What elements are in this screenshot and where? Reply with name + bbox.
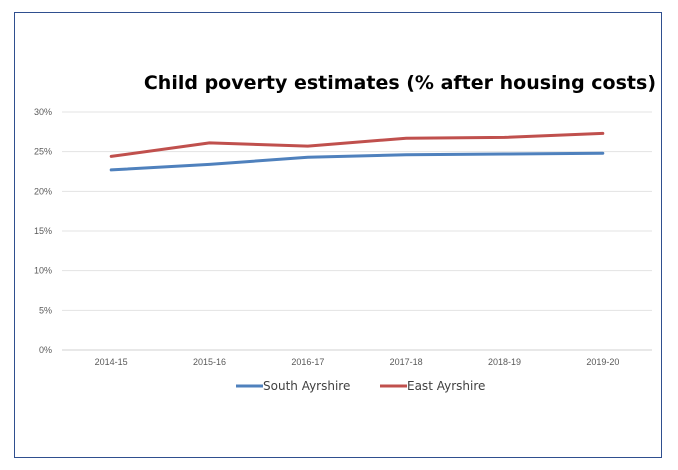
x-tick-label: 2015-16 — [193, 357, 226, 367]
y-tick-label: 20% — [34, 186, 52, 196]
legend-label: South Ayrshire — [263, 379, 350, 393]
chart-title: Child poverty estimates (% after housing… — [143, 72, 656, 94]
chart-frame — [14, 12, 662, 458]
y-tick-label: 5% — [39, 305, 52, 315]
x-tick-label: 2019-20 — [586, 357, 619, 367]
y-axis-ticks: 0% 5% 10% 15% 20% 25% 30% — [34, 107, 52, 355]
y-tick-label: 15% — [34, 226, 52, 236]
x-tick-label: 2014-15 — [95, 357, 128, 367]
series-line-east-ayrshire — [109, 131, 605, 158]
series-lines — [109, 131, 605, 172]
x-axis-ticks: 2014-15 2015-16 2016-17 2017-18 2018-19 2019-… — [95, 357, 620, 367]
legend: South Ayrshire East Ayrshire — [236, 379, 485, 393]
x-tick-label: 2018-19 — [488, 357, 521, 367]
x-tick-label: 2016-17 — [291, 357, 324, 367]
gridlines — [62, 111, 652, 351]
y-tick-label: 30% — [34, 107, 52, 117]
y-tick-label: 0% — [39, 345, 52, 355]
y-tick-label: 10% — [34, 266, 52, 276]
series-line-south-ayrshire — [109, 151, 605, 172]
legend-label: East Ayrshire — [407, 379, 485, 393]
x-tick-label: 2017-18 — [390, 357, 423, 367]
y-tick-label: 25% — [34, 147, 52, 157]
